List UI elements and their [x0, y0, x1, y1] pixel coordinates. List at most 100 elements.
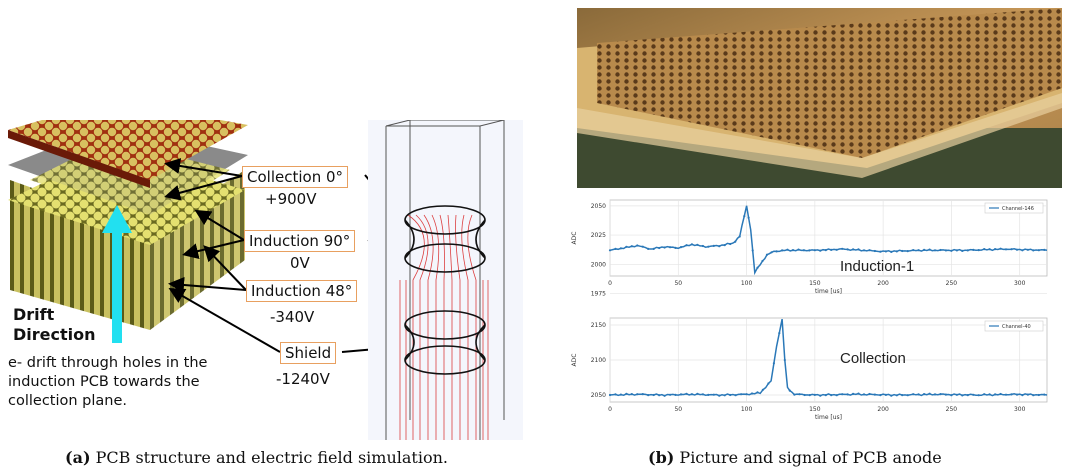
signal-point — [939, 248, 942, 252]
signal-point — [972, 248, 975, 251]
pcb-photo — [577, 8, 1062, 188]
signal-point — [906, 250, 909, 253]
signal-line — [609, 205, 1048, 276]
signal-point — [879, 394, 882, 397]
signal-point — [802, 249, 805, 252]
signal-point — [734, 240, 737, 243]
x-tick-label: 100 — [741, 406, 753, 413]
signal-point — [950, 249, 953, 252]
signal-point — [955, 249, 958, 252]
signal-point — [950, 394, 953, 397]
y-tick-label: 2025 — [591, 232, 606, 239]
signal-point — [679, 246, 683, 249]
signal-point — [868, 392, 871, 396]
layer-voltage-induction-90: 0V — [290, 254, 310, 272]
legend-label: Channel-146 — [1002, 206, 1034, 212]
signal-point — [641, 245, 644, 248]
signal-point — [669, 246, 672, 249]
signal-point — [923, 393, 926, 396]
x-tick-label: 250 — [946, 280, 958, 287]
legend-label: Channel-40 — [1002, 324, 1031, 330]
signal-point — [884, 393, 887, 396]
signal-point — [841, 247, 844, 250]
signal-point — [966, 249, 969, 252]
y-tick-label: 2000 — [591, 261, 606, 268]
signal-point — [647, 394, 650, 397]
signal-point — [808, 249, 811, 252]
signal-point — [701, 244, 704, 248]
induction-annotation: Induction-1 — [840, 258, 915, 275]
x-tick-label: 50 — [674, 280, 682, 287]
signal-point — [884, 250, 887, 253]
signal-point — [906, 394, 909, 397]
signal-point — [835, 248, 838, 251]
signal-point — [1037, 393, 1040, 397]
drift-arrow — [102, 205, 132, 343]
signal-point — [696, 243, 699, 246]
signal-point — [944, 393, 947, 396]
induction-chart: 0 50 100 150 200 250 300 2050 2025 2000 1975 time [… — [571, 199, 1048, 298]
signal-point — [761, 388, 764, 391]
signal-point — [783, 358, 786, 362]
signal-line — [609, 318, 1048, 397]
signal-point — [983, 393, 986, 396]
signal-point — [718, 245, 721, 248]
signal-point — [756, 391, 759, 394]
signal-point — [625, 392, 628, 395]
y-tick-label: 2050 — [591, 392, 606, 399]
y-tick-label: 1975 — [591, 291, 606, 298]
x-axis-label: time [us] — [815, 414, 842, 421]
signal-point — [895, 250, 898, 253]
signal-point — [1021, 394, 1024, 397]
x-tick-label: 50 — [674, 406, 682, 413]
signal-point — [729, 393, 732, 397]
signal-point — [1037, 249, 1040, 252]
layer-label-induction-90: Induction 90° — [244, 230, 356, 252]
signal-point — [707, 245, 710, 248]
signal-point — [679, 393, 683, 396]
signal-point — [652, 247, 655, 250]
signal-point — [786, 248, 789, 251]
signal-point — [685, 392, 688, 395]
signal-point — [723, 244, 726, 247]
caption-b: (b) Picture and signal of PCB anode — [648, 448, 942, 467]
signal-point — [966, 394, 969, 397]
legend-box — [984, 202, 1044, 214]
signal-point — [961, 394, 964, 397]
signal-point — [813, 393, 816, 396]
signal-point — [1026, 248, 1029, 251]
signal-point — [857, 248, 860, 251]
y-tick-label: 2050 — [591, 203, 606, 210]
signal-point — [658, 394, 661, 397]
signal-point — [756, 266, 759, 269]
induction-plot: 0 50 100 150 200 250 300 2050 2025 2000 1975 time [… — [562, 192, 1062, 304]
y-axis-label: ADC — [571, 232, 578, 245]
signal-point — [636, 393, 639, 396]
layer-label-shield: Shield — [280, 342, 337, 364]
leader-arrows — [164, 158, 415, 356]
signal-point — [977, 249, 980, 252]
signal-point — [775, 250, 778, 253]
signal-point — [923, 248, 926, 251]
field-simulation — [368, 120, 523, 440]
signal-point — [994, 248, 997, 251]
signal-point — [778, 332, 781, 335]
signal-point — [808, 394, 811, 397]
signal-point — [852, 392, 855, 395]
signal-point — [690, 393, 693, 396]
signal-point — [841, 393, 844, 396]
layer-voltage-collection: +900V — [265, 190, 317, 208]
drift-note: e- drift through holes in the induction … — [8, 355, 208, 409]
signal-point — [743, 215, 746, 218]
signal-point — [1004, 248, 1008, 251]
signal-point — [712, 244, 715, 247]
signal-point — [819, 394, 822, 397]
signal-point — [928, 248, 931, 251]
signal-point — [972, 393, 975, 396]
legend-box — [984, 320, 1044, 332]
signal-point — [788, 389, 791, 392]
signal-point — [999, 247, 1002, 250]
x-tick-label: 150 — [809, 406, 821, 413]
signal-point — [770, 251, 773, 254]
signal-point — [955, 393, 958, 396]
